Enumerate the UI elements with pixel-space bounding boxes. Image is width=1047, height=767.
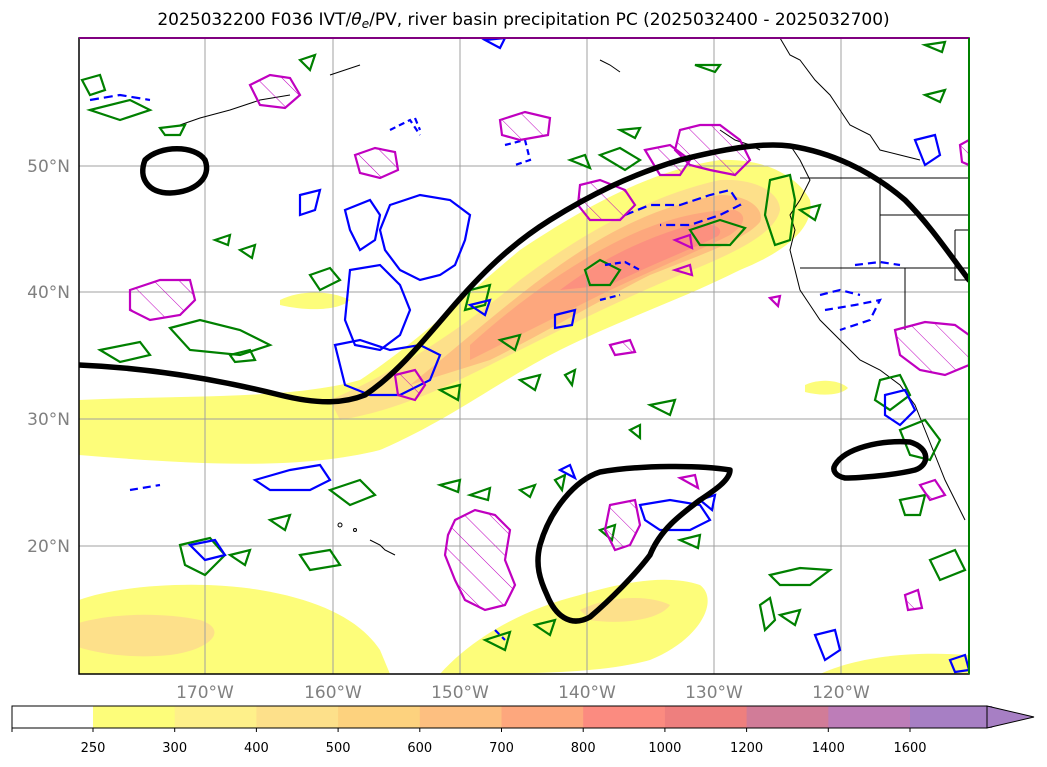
lat-label-40n: 40°N: [27, 283, 70, 303]
colorbar-cell: [664, 706, 748, 728]
colorbar-cell: [583, 706, 666, 728]
colorbar-cells: [12, 706, 993, 728]
colorbar-cell: [828, 706, 911, 728]
colorbar-tick-label: 400: [244, 741, 269, 756]
colorbar-tick-label: 1400: [812, 741, 845, 756]
map-area: [79, 38, 969, 674]
colorbar-cell: [746, 706, 829, 728]
lon-label-160w: 160°W: [304, 683, 362, 703]
colorbar-cell: [419, 706, 502, 728]
lon-label-130w: 130°W: [685, 683, 743, 703]
colorbar-cell: [256, 706, 339, 728]
colorbar-tick-label: 600: [407, 741, 432, 756]
lat-label-30n: 30°N: [27, 410, 70, 430]
title-subscript: e: [361, 17, 370, 31]
colorbar-cell: [501, 706, 584, 728]
colorbar-tick-label: 1200: [730, 741, 763, 756]
colorbar-frame: [11, 705, 988, 729]
thick-black-contours: [79, 142, 969, 624]
colorbar-tick-label: 1000: [648, 741, 681, 756]
colorbar-cell: [910, 706, 993, 728]
lon-label-120w: 120°W: [812, 683, 870, 703]
title-suffix: /PV, river basin precipitation PC (20250…: [369, 10, 890, 30]
colorbar-extend-arrow: [986, 705, 1035, 729]
title-prefix: 2025032200 F036 IVT/: [157, 10, 352, 30]
green-contours: [80, 40, 967, 652]
colorbar-tick-label: 300: [162, 741, 187, 756]
colorbar: 250 300 400 500 600 700 800 1000 1200 1400 1600: [11, 705, 1035, 756]
longitude-labels: 170°W 160°W 150°W 140°W 130°W 120°W: [176, 683, 870, 703]
colorbar-cell: [93, 706, 176, 728]
lon-label-140w: 140°W: [558, 683, 616, 703]
colorbar-tick-label: 500: [326, 741, 351, 756]
latitude-labels: 50°N 40°N 30°N 20°N: [27, 157, 70, 557]
colorbar-tick-label: 250: [81, 741, 106, 756]
lat-label-20n: 20°N: [27, 537, 70, 557]
colorbar-tick-labels: 250 300 400 500 600 700 800 1000 1200 1400 1600: [11, 728, 927, 756]
colorbar-tick-label: 800: [571, 741, 596, 756]
figure-title: 2025032200 F036 IVT/θe/PV, river basin p…: [0, 10, 1047, 31]
blue-contours: [89, 38, 969, 674]
lon-label-150w: 150°W: [431, 683, 489, 703]
colorbar-tick-label: 1600: [893, 741, 926, 756]
title-theta: θ: [351, 10, 362, 30]
colorbar-cell: [12, 706, 94, 728]
colorbar-cell: [174, 706, 257, 728]
lon-label-170w: 170°W: [176, 683, 234, 703]
lat-label-50n: 50°N: [27, 157, 70, 177]
coastlines: [179, 38, 969, 556]
magenta-contours: [128, 73, 969, 612]
colorbar-tick-label: 700: [489, 741, 514, 756]
colorbar-cell: [338, 706, 421, 728]
